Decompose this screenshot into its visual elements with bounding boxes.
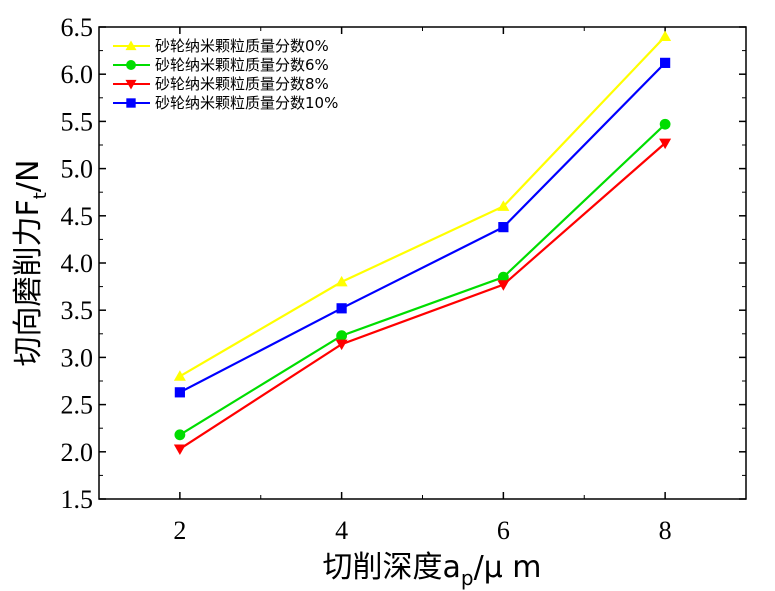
- legend-label: 砂轮纳米颗粒质量分数0%: [155, 37, 329, 55]
- series-1: [174, 118, 671, 441]
- series-2: [173, 138, 672, 455]
- data-point: [335, 339, 348, 351]
- series-layer: [173, 30, 672, 455]
- y-tick-label: 4.0: [61, 249, 94, 278]
- y-tick-label: 2.5: [61, 391, 94, 420]
- series-0: [173, 30, 672, 381]
- y-tick-label: 5.5: [61, 107, 94, 136]
- legend-item: 砂轮纳米颗粒质量分数6%: [113, 56, 329, 74]
- y-tick-label: 3.5: [61, 296, 94, 325]
- x-axis-title-unit: /μ m: [474, 550, 542, 585]
- legend-marker: [125, 40, 137, 51]
- y-tick-label: 2.0: [61, 438, 94, 467]
- x-tick-label: 6: [497, 516, 510, 545]
- data-point: [335, 275, 348, 287]
- legend-item: 砂轮纳米颗粒质量分数10%: [113, 94, 338, 112]
- data-point: [659, 138, 672, 150]
- legend-label: 砂轮纳米颗粒质量分数8%: [155, 75, 329, 93]
- x-axis-title: 切削深度ap/μ m: [322, 550, 541, 590]
- y-tick-label: 6.0: [61, 60, 94, 89]
- legend-item: 砂轮纳米颗粒质量分数8%: [113, 75, 329, 93]
- x-axis: 2 4 6 8: [98, 27, 747, 545]
- legend-marker: [126, 60, 136, 70]
- legend: 砂轮纳米颗粒质量分数0%砂轮纳米颗粒质量分数6%砂轮纳米颗粒质量分数8%砂轮纳米…: [113, 37, 338, 112]
- legend-marker: [125, 79, 137, 90]
- data-point: [498, 222, 509, 233]
- y-tick-label: 3.0: [61, 343, 94, 372]
- series-line: [179, 142, 666, 450]
- series-line: [179, 62, 666, 394]
- x-axis-title-subscript: p: [461, 566, 474, 590]
- y-tick-label: 1.5: [61, 485, 94, 514]
- series-line: [179, 123, 666, 436]
- legend-label: 砂轮纳米颗粒质量分数10%: [155, 94, 338, 112]
- y-tick-label: 6.5: [61, 13, 94, 42]
- y-axis-title-subscript: t: [30, 192, 51, 199]
- y-axis: 1.5 2.0 2.5 3.0 3.5 4.0 4.5 5.0 5.5 6.0 6.5: [61, 13, 746, 514]
- legend-label: 砂轮纳米颗粒质量分数6%: [155, 56, 329, 74]
- x-tick-label: 4: [335, 516, 348, 545]
- data-point: [660, 57, 671, 68]
- series-3: [174, 57, 671, 398]
- x-tick-label: 8: [659, 516, 672, 545]
- series-line: [179, 35, 666, 378]
- legend-marker: [126, 98, 136, 108]
- data-point: [497, 280, 510, 291]
- y-axis-title: 切向磨削力Ft/N: [11, 160, 51, 367]
- data-point: [497, 271, 509, 283]
- data-point: [659, 118, 671, 130]
- data-point: [173, 444, 186, 455]
- legend-item: 砂轮纳米颗粒质量分数0%: [113, 37, 329, 55]
- y-tick-label: 5.0: [61, 155, 94, 184]
- y-axis-title-unit: /N: [11, 160, 46, 193]
- data-point: [336, 303, 347, 314]
- data-point: [497, 200, 510, 211]
- y-tick-label: 4.5: [61, 202, 94, 231]
- data-point: [336, 330, 348, 342]
- data-point: [659, 30, 672, 41]
- data-point: [174, 429, 186, 441]
- data-point: [173, 370, 186, 381]
- data-point: [174, 387, 185, 398]
- x-tick-label: 2: [173, 516, 186, 545]
